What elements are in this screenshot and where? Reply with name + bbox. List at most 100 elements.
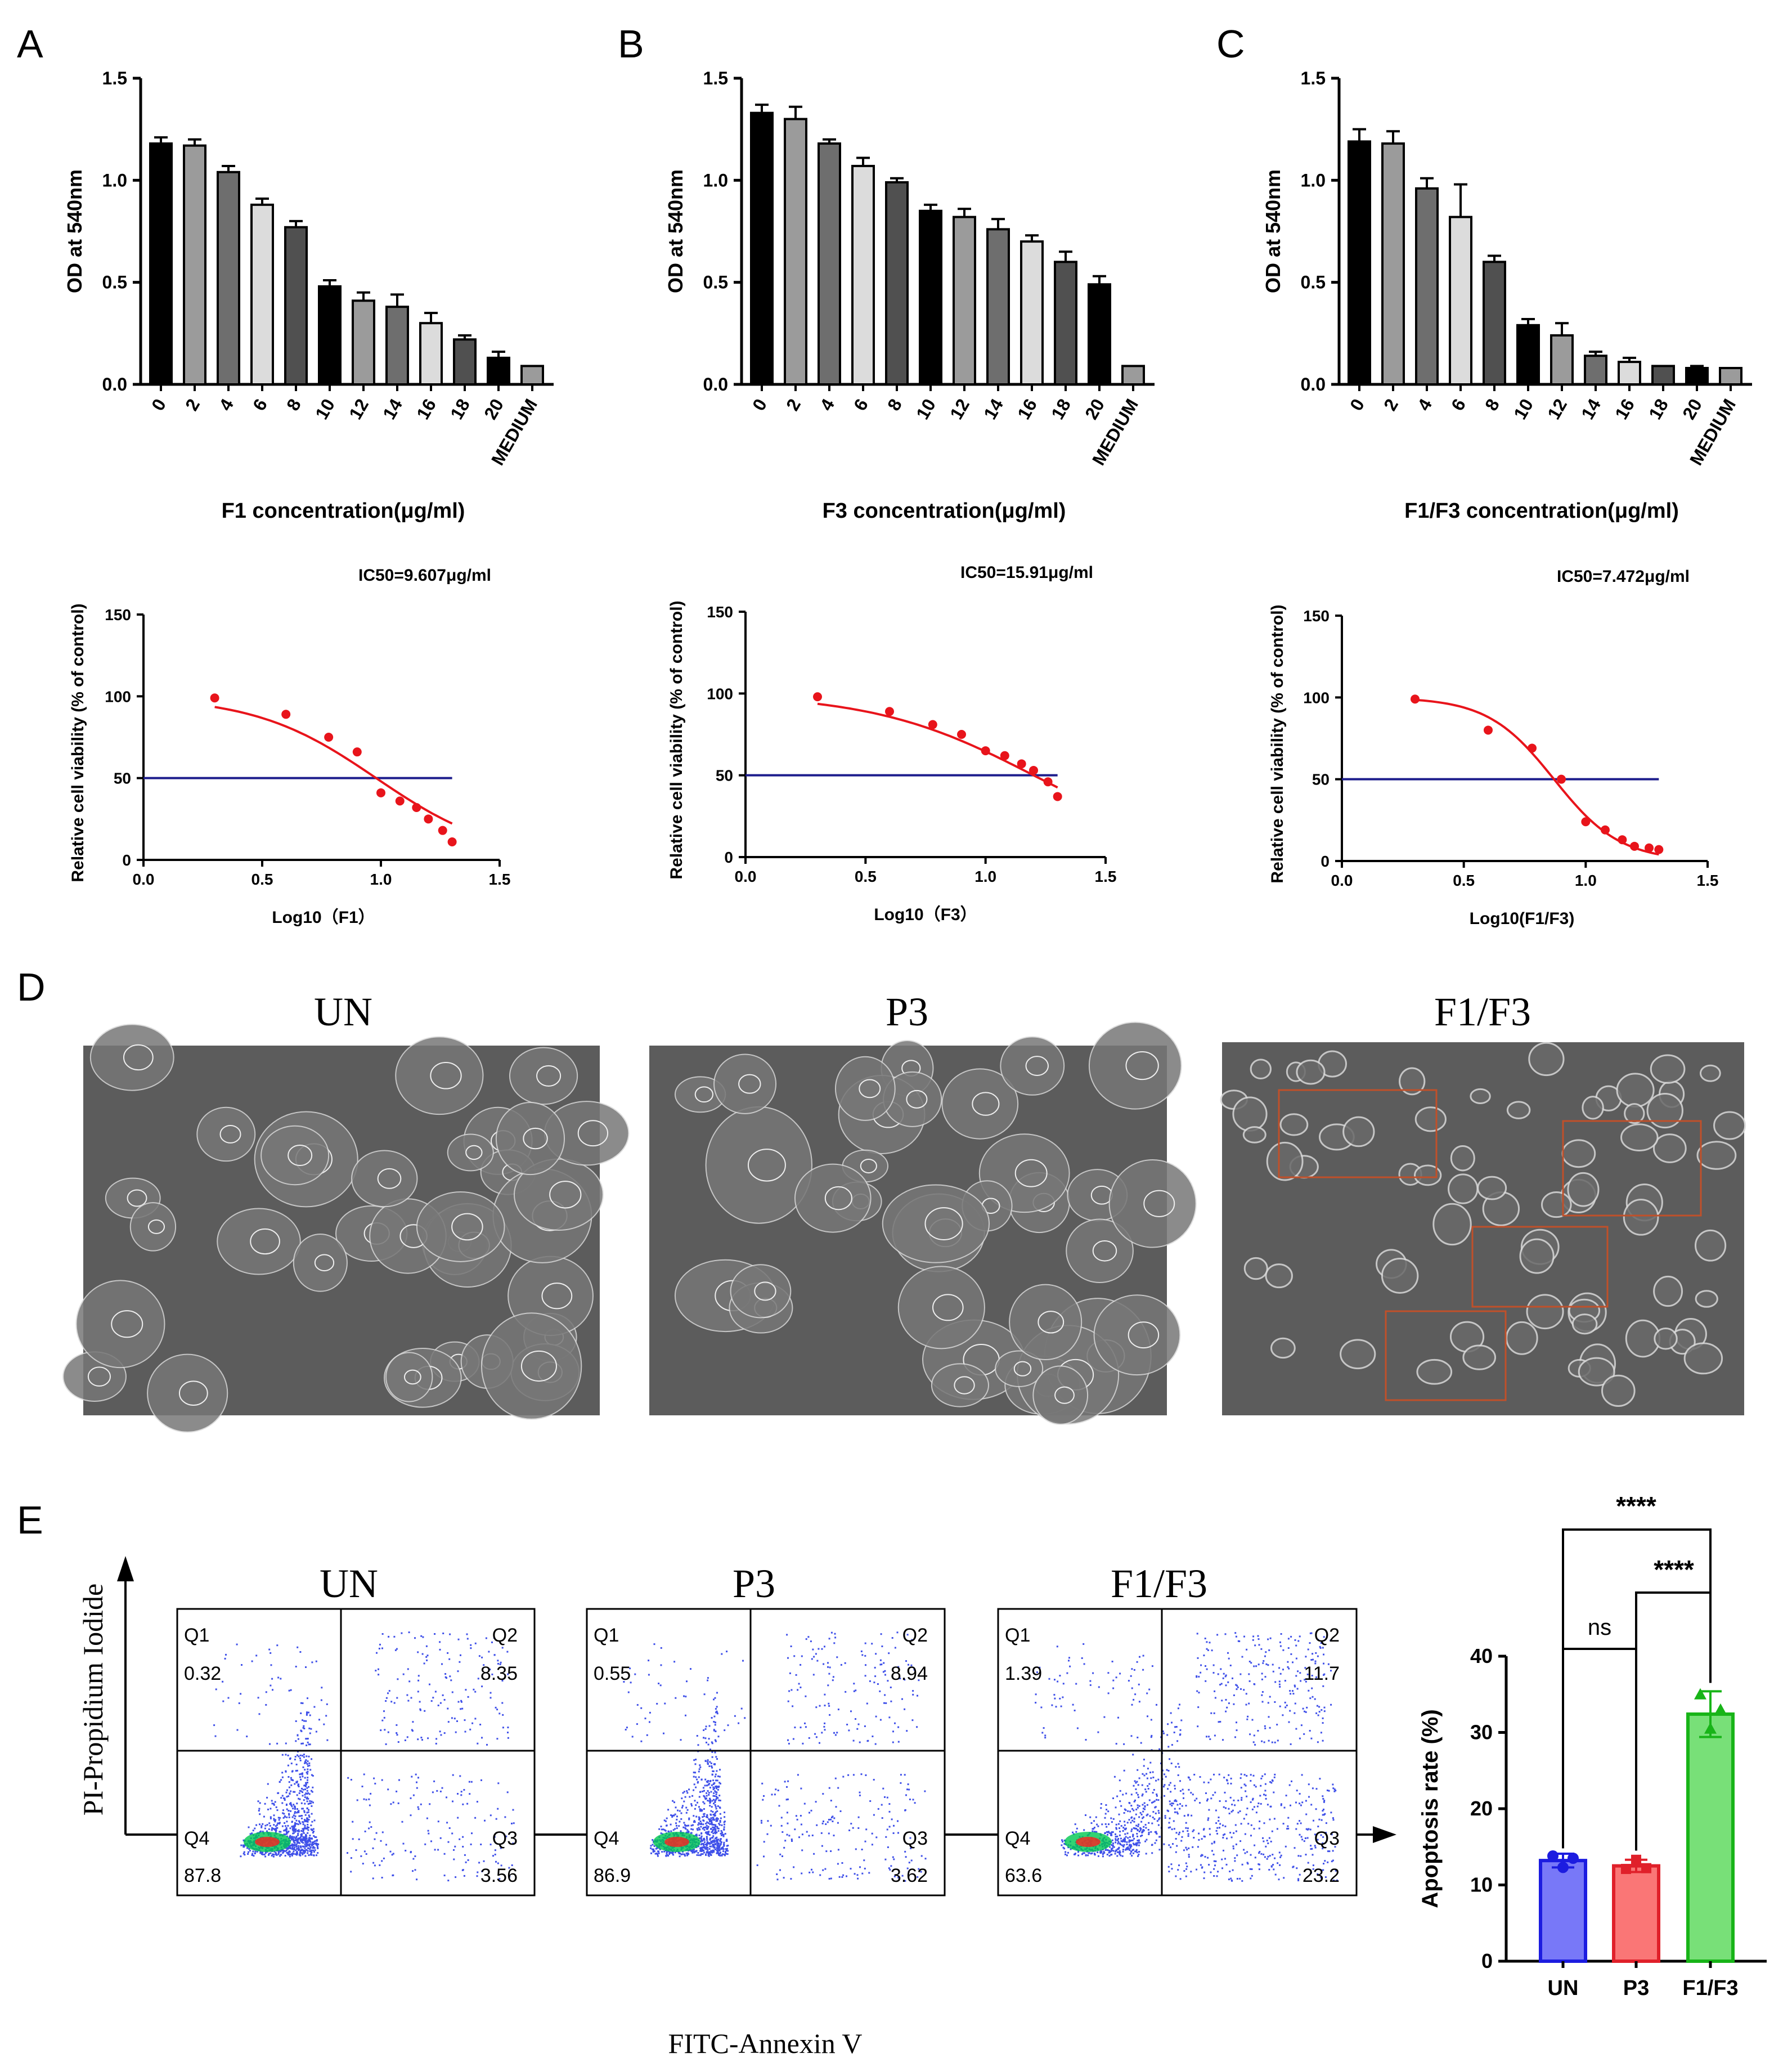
event-dot: [248, 1848, 250, 1850]
event-dot: [717, 1827, 720, 1830]
cell: [1624, 1103, 1645, 1124]
event-dot: [302, 1823, 304, 1826]
event-dot: [1130, 1844, 1132, 1846]
event-dot: [298, 1815, 300, 1817]
event-dot: [702, 1816, 704, 1818]
event-dot: [686, 1680, 688, 1683]
event-dot: [684, 1796, 686, 1798]
event-dot: [291, 1821, 293, 1823]
y-tick-label: 10: [1470, 1873, 1493, 1896]
event-dot: [1198, 1675, 1200, 1678]
event-dot: [1303, 1733, 1305, 1735]
flow-plot-frame: [997, 1608, 1358, 1896]
event-dot: [1253, 1784, 1255, 1786]
event-dot: [293, 1814, 295, 1817]
bar: [1685, 366, 1709, 386]
event-dot: [434, 1691, 437, 1693]
event-dot: [1134, 1693, 1137, 1696]
event-dot: [649, 1721, 650, 1723]
event-dot: [1299, 1820, 1301, 1822]
event-dot: [706, 1827, 708, 1829]
event-dot: [263, 1853, 266, 1855]
event-dot: [1308, 1783, 1310, 1786]
event-dot: [841, 1876, 843, 1878]
event-dot: [1089, 1684, 1092, 1686]
event-dot: [467, 1859, 469, 1861]
event-dot: [910, 1664, 913, 1666]
event-dot: [1285, 1706, 1287, 1709]
event-dot: [1155, 1832, 1157, 1834]
event-dot: [1206, 1668, 1208, 1670]
cell: [1416, 1358, 1453, 1385]
event-dot: [1278, 1851, 1281, 1854]
event-dot: [713, 1729, 715, 1732]
event-dot: [708, 1792, 710, 1794]
event-dot: [680, 1812, 682, 1814]
x-tick-label: 0.0: [1331, 872, 1353, 889]
event-dot: [1135, 1824, 1138, 1827]
event-dot: [293, 1832, 295, 1834]
event-dot: [308, 1840, 310, 1842]
panel-letter-c: C: [1216, 22, 1245, 66]
event-dot: [914, 1802, 916, 1804]
event-dot: [1115, 1841, 1117, 1844]
event-dot: [460, 1701, 462, 1703]
event-dot: [323, 1723, 325, 1725]
event-dot: [1177, 1869, 1179, 1871]
event-dot: [494, 1849, 496, 1851]
event-dot: [481, 1656, 483, 1658]
event-dot: [297, 1784, 299, 1786]
event-dot: [698, 1768, 700, 1770]
event-dot: [424, 1843, 426, 1845]
event-dot: [282, 1849, 285, 1851]
event-dot: [294, 1808, 296, 1810]
event-dot: [1235, 1635, 1237, 1638]
event-dot: [1179, 1808, 1181, 1810]
event-dot: [297, 1834, 299, 1836]
event-dot: [1260, 1784, 1262, 1787]
event-dot: [1075, 1683, 1077, 1685]
event-dot: [1263, 1853, 1265, 1855]
x-axis-label: F1 concentration(μg/ml): [222, 499, 465, 523]
event-dot: [865, 1664, 866, 1666]
event-dot: [1269, 1855, 1271, 1857]
bar: [250, 203, 274, 385]
event-dot: [726, 1651, 728, 1653]
event-dot: [447, 1652, 449, 1654]
event-dot: [243, 1851, 245, 1853]
event-dot: [824, 1868, 827, 1870]
event-dot: [300, 1729, 302, 1732]
event-dot: [1324, 1813, 1326, 1815]
event-dot: [306, 1817, 308, 1819]
event-dot: [1196, 1633, 1198, 1635]
event-dot: [293, 1850, 295, 1853]
event-dot: [711, 1823, 713, 1826]
replicate-point: [1621, 1864, 1631, 1875]
event-dot: [275, 1819, 277, 1821]
event-dot: [276, 1644, 279, 1647]
event-dot: [307, 1819, 309, 1821]
event-dot: [1152, 1801, 1155, 1803]
event-dot: [309, 1846, 312, 1848]
event-dot: [680, 1830, 682, 1832]
event-dot: [856, 1874, 859, 1876]
event-dot: [314, 1836, 316, 1838]
event-dot: [1336, 1879, 1338, 1881]
cell: [1243, 1257, 1268, 1280]
event-dot: [666, 1852, 668, 1854]
event-dot: [715, 1832, 717, 1835]
event-dot: [299, 1798, 301, 1800]
event-dot: [1217, 1871, 1219, 1873]
event-dot: [1255, 1812, 1257, 1814]
event-dot: [864, 1725, 866, 1727]
event-dot: [636, 1723, 638, 1725]
event-dot: [224, 1657, 226, 1660]
event-dot: [293, 1848, 295, 1850]
event-dot: [496, 1738, 498, 1740]
event-dot: [470, 1644, 472, 1646]
nucleus: [694, 1086, 713, 1103]
cell: [385, 1352, 433, 1402]
event-dot: [274, 1829, 276, 1831]
quadrant-label: Q3: [492, 1828, 518, 1849]
